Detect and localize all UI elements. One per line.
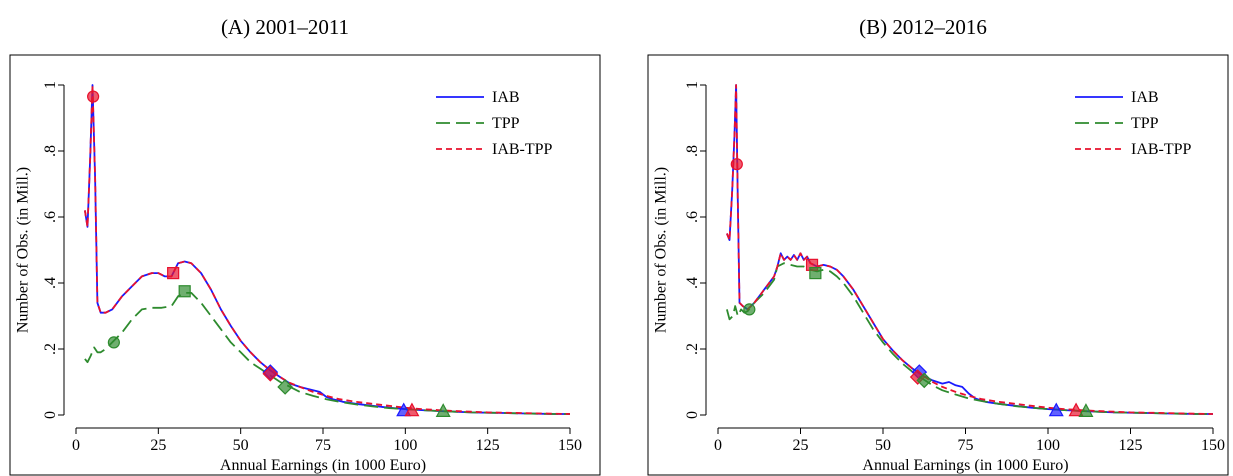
plot-area bbox=[726, 84, 1214, 417]
plot-frame bbox=[9, 54, 601, 476]
legend-label: IAB bbox=[1131, 89, 1159, 106]
marker-diamond-tpp bbox=[916, 372, 933, 389]
legend-label: IAB-TPP bbox=[1131, 141, 1192, 158]
x-tick-label: 25 bbox=[150, 437, 166, 454]
x-tick-label: 0 bbox=[72, 437, 80, 454]
legend-item-iab: IAB bbox=[436, 89, 520, 106]
marker-triangle-iab bbox=[1048, 402, 1064, 417]
marker-circle-iab-tpp bbox=[730, 158, 743, 171]
y-tick-label: .8 bbox=[684, 145, 701, 157]
x-tick-label: 100 bbox=[1036, 437, 1060, 454]
marker-square-tpp bbox=[809, 267, 822, 280]
y-tick-label: .8 bbox=[42, 145, 59, 157]
marker-triangle-iab-tpp bbox=[404, 402, 420, 417]
x-tick-label: 125 bbox=[1119, 437, 1143, 454]
x-tick-label: 50 bbox=[233, 437, 249, 454]
marker-triangle-iab-tpp bbox=[1068, 402, 1084, 417]
chart-title: (A) 2001–2011 bbox=[221, 15, 349, 39]
marker-diamond-iab-tpp bbox=[262, 365, 279, 382]
marker-square-iab-tpp bbox=[167, 267, 180, 280]
series-line-tpp bbox=[726, 262, 1213, 415]
marker-triangle-tpp bbox=[435, 403, 451, 417]
chart-title: (B) 2012–2016 bbox=[859, 15, 987, 39]
x-tick-label: 0 bbox=[714, 437, 722, 454]
x-axis: 0 25 50 75 100 125 150 bbox=[72, 427, 582, 454]
y-axis-label: Number of Obs. (in Mill.) bbox=[653, 167, 670, 333]
legend-label: IAB bbox=[492, 89, 520, 106]
legend-item-iab-tpp: IAB-TPP bbox=[1075, 141, 1192, 158]
x-tick-label: 150 bbox=[558, 437, 582, 454]
y-axis: 0 .2 .4 .6 .8 1 bbox=[42, 81, 65, 419]
legend-item-iab: IAB bbox=[1075, 89, 1159, 106]
y-tick-label: 1 bbox=[684, 81, 701, 89]
series-line-iab-tpp bbox=[84, 84, 571, 415]
y-tick-label: .6 bbox=[684, 211, 701, 223]
x-axis-label: Annual Earnings (in 1000 Euro) bbox=[220, 457, 426, 474]
x-axis: 0 25 50 75 100 125 150 bbox=[714, 427, 1225, 454]
series-line-iab-tpp bbox=[726, 84, 1214, 415]
y-axis: 0 .2 .4 .6 .8 1 bbox=[684, 81, 707, 419]
x-tick-label: 75 bbox=[958, 437, 974, 454]
x-tick-label: 50 bbox=[875, 437, 891, 454]
chart-panel-b: (B) 2012–2016 0 .2 .4 .6 .8 1 0 25 50 75 100 125 15… bbox=[647, 15, 1229, 476]
marker-circle-tpp bbox=[743, 303, 756, 316]
y-tick-label: 0 bbox=[684, 411, 701, 419]
legend: IAB TPP IAB-TPP bbox=[1075, 89, 1192, 158]
marker-triangle-tpp bbox=[1078, 403, 1094, 417]
x-tick-label: 75 bbox=[315, 437, 331, 454]
marker-circle-iab-tpp bbox=[87, 90, 100, 103]
legend-label: TPP bbox=[492, 115, 520, 132]
legend: IAB TPP IAB-TPP bbox=[436, 89, 553, 158]
marker-square-tpp bbox=[178, 285, 191, 298]
plot-area bbox=[84, 84, 571, 417]
legend-item-tpp: TPP bbox=[436, 115, 520, 132]
series-line-iab bbox=[726, 84, 1213, 415]
legend-item-iab-tpp: IAB-TPP bbox=[436, 141, 553, 158]
legend-item-tpp: TPP bbox=[1075, 115, 1159, 132]
y-axis-label: Number of Obs. (in Mill.) bbox=[15, 167, 32, 333]
x-axis-label: Annual Earnings (in 1000 Euro) bbox=[862, 457, 1068, 474]
y-tick-label: .4 bbox=[684, 277, 701, 289]
x-tick-label: 125 bbox=[476, 437, 500, 454]
plot-frame bbox=[647, 54, 1229, 476]
x-tick-label: 100 bbox=[393, 437, 417, 454]
legend-label: IAB-TPP bbox=[492, 141, 553, 158]
y-tick-label: .6 bbox=[42, 211, 59, 223]
legend-label: TPP bbox=[1131, 115, 1159, 132]
series-line-iab bbox=[84, 84, 570, 415]
y-tick-label: .4 bbox=[42, 277, 59, 289]
y-tick-label: .2 bbox=[684, 343, 701, 355]
x-tick-label: 25 bbox=[793, 437, 809, 454]
y-tick-label: .2 bbox=[42, 343, 59, 355]
x-tick-label: 150 bbox=[1201, 437, 1225, 454]
marker-diamond-tpp bbox=[277, 379, 293, 395]
y-tick-label: 0 bbox=[42, 411, 59, 419]
y-tick-label: 1 bbox=[42, 81, 59, 89]
marker-circle-tpp bbox=[107, 336, 120, 349]
chart-panel-a: (A) 2001–2011 0 .2 .4 .6 .8 1 0 25 50 75 100 125 15… bbox=[9, 15, 601, 476]
